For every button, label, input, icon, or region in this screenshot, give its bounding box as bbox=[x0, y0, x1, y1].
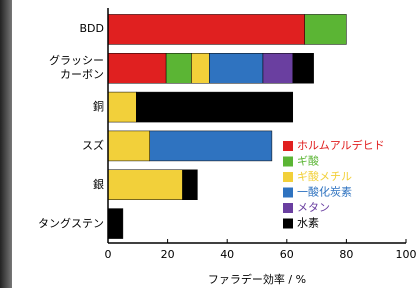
bar-segment bbox=[108, 14, 305, 44]
y-tick-label: タングステン bbox=[38, 217, 104, 231]
x-tick-label: 40 bbox=[220, 248, 234, 261]
bar-segment bbox=[293, 53, 314, 83]
y-tick-label: BDD bbox=[80, 22, 105, 36]
bar-segment bbox=[166, 53, 191, 83]
y-tick-label: 銀 bbox=[93, 178, 104, 192]
legend-label: ギ酸 bbox=[297, 154, 319, 168]
bar-segment bbox=[263, 53, 293, 83]
x-tick-label: 20 bbox=[161, 248, 175, 261]
legend-swatch bbox=[283, 219, 293, 229]
bar-segment bbox=[108, 170, 183, 200]
bar-segment bbox=[108, 131, 150, 161]
bar-segment bbox=[191, 53, 209, 83]
legend-swatch bbox=[283, 203, 293, 213]
legend-swatch bbox=[283, 157, 293, 167]
chart: ファラデー効率 / % 0 20 40 60 80 100 ホルムアルデヒドギ酸ギ酸メチル一… bbox=[0, 0, 418, 288]
bar-segment bbox=[209, 53, 263, 83]
legend-swatch bbox=[283, 141, 293, 151]
x-tick-label: 100 bbox=[396, 248, 417, 261]
bar-segment bbox=[150, 131, 272, 161]
bar-segment bbox=[108, 53, 166, 83]
x-axis-label: ファラデー効率 / % bbox=[208, 272, 306, 286]
legend-label: ホルムアルデヒド bbox=[297, 138, 385, 152]
legend-label: ギ酸メチル bbox=[297, 169, 352, 183]
x-tick-label: 0 bbox=[105, 248, 112, 261]
legend-label: メタン bbox=[297, 201, 330, 214]
legend-label: 一酸化炭素 bbox=[297, 185, 352, 199]
x-tick-label: 80 bbox=[339, 248, 353, 261]
y-tick-label: スズ bbox=[82, 139, 104, 153]
x-tick-label: 60 bbox=[280, 248, 294, 261]
bar-segment bbox=[136, 92, 292, 122]
bar-segment bbox=[305, 14, 347, 44]
y-tick-label: 銅 bbox=[93, 100, 104, 114]
bar-segment bbox=[183, 170, 198, 200]
y-tick-label: グラッシー カーボン bbox=[49, 54, 104, 82]
bar-segment bbox=[108, 209, 123, 239]
photo-strip bbox=[0, 0, 12, 288]
bar-segment bbox=[108, 92, 136, 122]
legend-label: 水素 bbox=[297, 217, 319, 230]
legend-swatch bbox=[283, 172, 293, 182]
legend-swatch bbox=[283, 188, 293, 198]
page: ファラデー効率 / % 0 20 40 60 80 100 ホルムアルデヒドギ酸ギ酸メチル一… bbox=[0, 0, 418, 288]
